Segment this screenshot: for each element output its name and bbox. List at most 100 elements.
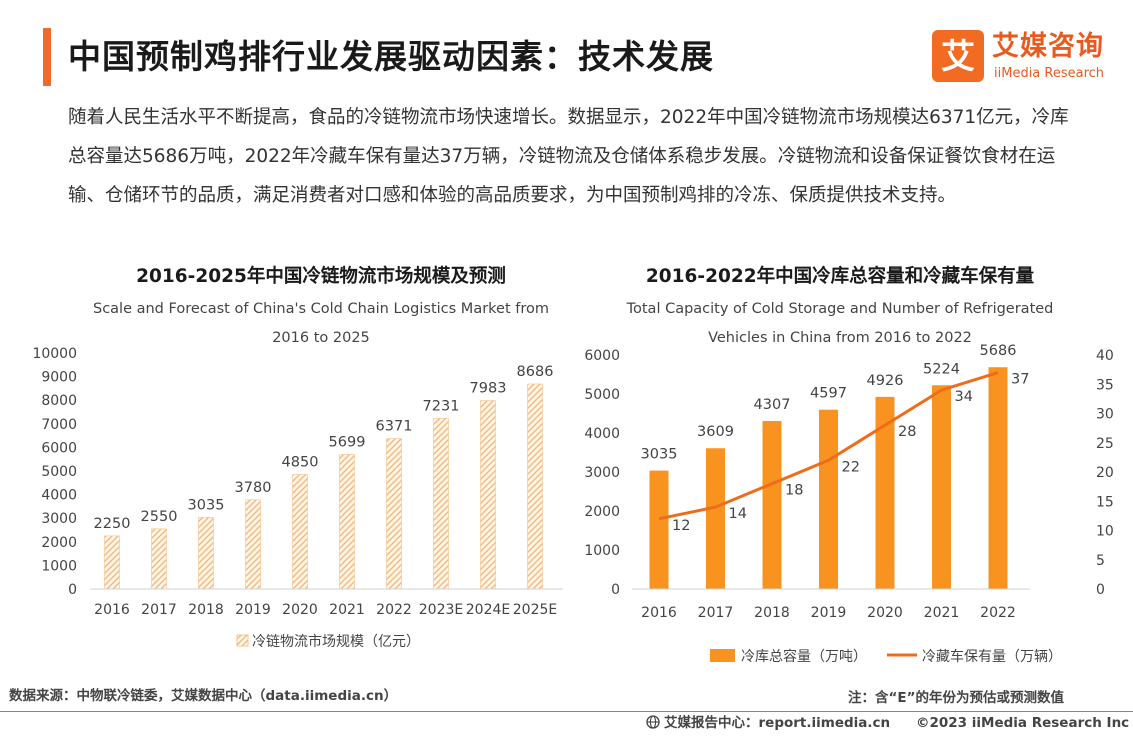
- left-x-tick: 2016: [94, 602, 130, 618]
- right-y2-tick: 5: [1096, 553, 1105, 569]
- right-line-value-label: 12: [672, 518, 690, 534]
- right-y2-tick: 35: [1096, 377, 1114, 393]
- left-bar: [245, 499, 261, 590]
- right-x-tick: 2022: [980, 605, 1016, 621]
- right-x-tick: 2016: [641, 605, 677, 621]
- right-chart-y-axis-right: 0 5 10 15 20 25 30 35 40: [1096, 348, 1114, 598]
- footer-report-site[interactable]: 艾媒报告中心：report.iimedia.cn: [646, 714, 890, 732]
- left-x-tick: 2022: [376, 602, 412, 618]
- right-chart: 2016-2022年中国冷库总容量和冷藏车保有量 Total Capacity …: [584, 265, 1113, 665]
- left-x-tick: 2024E: [466, 602, 510, 618]
- right-y-tick: 4000: [584, 426, 620, 442]
- report-site-text: 艾媒报告中心：report.iimedia.cn: [664, 715, 891, 731]
- right-line-value-label: 37: [1011, 372, 1029, 388]
- left-x-tick: 2021: [329, 602, 365, 618]
- right-chart-legend: 冷库总容量（万吨） 冷藏车保有量（万辆）: [710, 648, 1062, 665]
- right-y2-tick: 15: [1096, 494, 1114, 510]
- left-y-tick: 0: [68, 582, 77, 598]
- right-y2-tick: 25: [1096, 436, 1114, 452]
- right-chart-subtitle-line2: Vehicles in China from 2016 to 2022: [708, 330, 972, 346]
- forecast-note: 注：含“E”的年份为预估或预测数值: [848, 690, 1064, 706]
- left-y-tick: 6000: [41, 440, 77, 456]
- left-bar-value-label: 5699: [329, 435, 366, 451]
- footer-divider: [0, 711, 1133, 712]
- right-y-tick: 6000: [584, 348, 620, 364]
- left-x-tick: 2025E: [513, 602, 557, 618]
- left-x-tick: 2023E: [419, 602, 463, 618]
- logo-mark-icon: 艾: [932, 30, 984, 82]
- right-chart-bars: [649, 367, 1008, 589]
- right-y-tick: 5000: [584, 387, 620, 403]
- left-bar-value-label: 8686: [517, 364, 554, 380]
- left-x-tick: 2020: [282, 602, 318, 618]
- left-chart-title: 2016-2025年中国冷链物流市场规模及预测: [136, 265, 506, 287]
- right-chart-y-axis-left: 0 1000 2000 3000 4000 5000 6000: [584, 348, 620, 598]
- left-bar: [198, 517, 214, 590]
- left-chart-bars: [104, 383, 543, 590]
- left-bar-value-label: 6371: [376, 419, 413, 435]
- left-chart-y-axis: 0 1000 2000 3000 4000 5000 6000 7000 8000 9000 100…: [32, 346, 77, 598]
- left-y-tick: 7000: [41, 417, 77, 433]
- right-bar: [762, 421, 782, 589]
- right-x-tick: 2017: [698, 605, 734, 621]
- right-bar: [706, 448, 725, 589]
- left-bar-value-label: 2250: [94, 516, 131, 532]
- left-legend-swatch: [236, 634, 249, 647]
- left-bar: [292, 474, 308, 590]
- right-y2-tick: 20: [1096, 465, 1114, 481]
- iimedia-logo: 艾 艾媒咨询 iiMedia Research: [932, 30, 1122, 86]
- right-bar-value-label: 5224: [923, 361, 960, 377]
- right-legend-line-label: 冷藏车保有量（万辆）: [922, 648, 1062, 665]
- left-bar: [104, 535, 120, 590]
- right-y2-tick: 40: [1096, 348, 1114, 364]
- left-bar-value-label: 7983: [470, 381, 507, 397]
- left-bar: [339, 454, 355, 590]
- right-legend-bar-label: 冷库总容量（万吨）: [741, 648, 867, 665]
- left-bar-value-label: 7231: [423, 398, 460, 414]
- right-x-tick: 2019: [811, 605, 847, 621]
- right-y2-tick: 10: [1096, 524, 1114, 540]
- left-bar-value-label: 3035: [188, 497, 225, 513]
- right-line-value-label: 14: [729, 506, 747, 522]
- right-chart-x-axis: 2016 2017 2018 2019 2020 2021 2022: [641, 605, 1016, 621]
- right-bar-value-label: 5686: [980, 343, 1017, 359]
- title-accent-bar: [43, 28, 51, 86]
- left-bar-value-label: 2550: [141, 509, 178, 525]
- left-bar: [433, 418, 449, 590]
- right-y-tick: 0: [611, 582, 620, 598]
- left-y-tick: 5000: [41, 464, 77, 480]
- globe-icon: [646, 715, 660, 729]
- right-bar: [819, 409, 838, 589]
- right-bar: [875, 396, 895, 589]
- right-line-value-label: 28: [898, 424, 916, 440]
- right-x-tick: 2020: [867, 605, 903, 621]
- right-bar-value-label: 4926: [867, 373, 904, 389]
- left-chart-data-labels: 2250 2550 3035 3780 4850 5699 6371 7231 7983 8686: [94, 364, 554, 532]
- right-y-tick: 3000: [584, 465, 620, 481]
- left-bar-value-label: 4850: [282, 455, 319, 471]
- left-chart-subtitle-line2: 2016 to 2025: [272, 330, 370, 346]
- logo-en-text: iiMedia Research: [994, 66, 1105, 81]
- right-line-value-label: 34: [955, 389, 973, 405]
- left-y-tick: 4000: [41, 488, 77, 504]
- left-chart-legend: 冷链物流市场规模（亿元）: [236, 633, 420, 650]
- right-chart-line-labels: 12 14 18 22 28 34 37: [672, 372, 1029, 534]
- left-x-tick: 2018: [188, 602, 224, 618]
- intro-paragraph: 随着人民生活水平不断提高，食品的冷链物流市场快速增长。数据显示，2022年中国冷…: [68, 107, 1069, 206]
- data-source: 数据来源：中物联冷链委，艾媒数据中心（data.iimedia.cn）: [9, 688, 398, 704]
- right-chart-line-series: [658, 371, 999, 521]
- left-y-tick: 9000: [41, 370, 77, 386]
- logo-cn-text: 艾媒咨询: [992, 31, 1104, 62]
- right-y-tick: 1000: [584, 543, 620, 559]
- page-title: 中国预制鸡排行业发展驱动因素：技术发展: [68, 37, 714, 76]
- left-bar: [151, 528, 167, 590]
- left-chart-x-axis: 2016 2017 2018 2019 2020 2021 2022 2023E 2024E 20…: [94, 602, 557, 618]
- left-x-tick: 2019: [235, 602, 271, 618]
- right-y2-tick: 0: [1096, 582, 1105, 598]
- left-bar: [480, 400, 496, 590]
- right-line-value-label: 18: [785, 483, 803, 499]
- left-chart: 2016-2025年中国冷链物流市场规模及预测 Scale and Foreca…: [32, 265, 563, 650]
- right-bar-value-label: 3609: [697, 424, 734, 440]
- right-chart-title: 2016-2022年中国冷库总容量和冷藏车保有量: [646, 265, 1035, 287]
